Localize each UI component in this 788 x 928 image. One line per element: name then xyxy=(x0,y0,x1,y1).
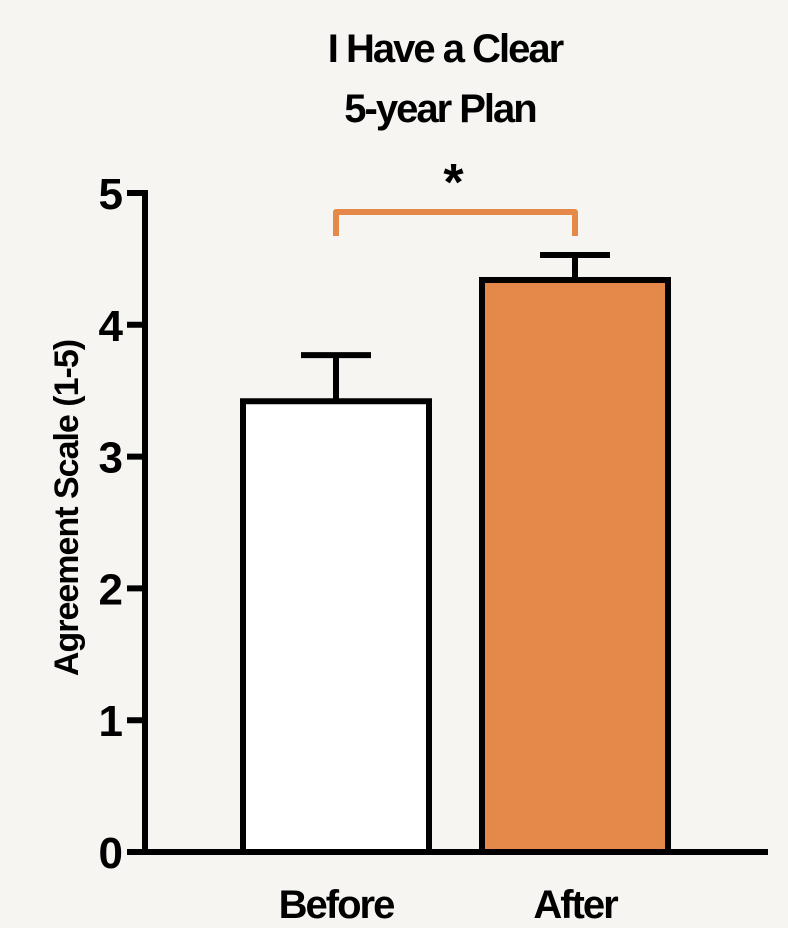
y-tick-label-3: 3 xyxy=(99,434,123,483)
x-tick-label-before: Before xyxy=(279,883,394,927)
bar-after xyxy=(479,276,671,856)
chart-title-line-2: 5-year Plan xyxy=(344,87,535,131)
chart-title-line-1: I Have a Clear xyxy=(328,27,564,71)
significance-bracket xyxy=(333,209,578,236)
chart-title: I Have a Clear 5-year Plan xyxy=(328,27,566,131)
significance-asterisk: * xyxy=(443,154,464,212)
y-tick-label-2: 2 xyxy=(99,565,123,614)
y-tick-label-1: 1 xyxy=(99,697,123,746)
x-tick-label-after: After xyxy=(533,883,618,927)
y-tick-label-4: 4 xyxy=(99,302,124,351)
y-tick-label-5: 5 xyxy=(99,170,123,219)
bar-before xyxy=(240,398,432,855)
y-axis-label: Agreement Scale (1-5) xyxy=(48,340,86,676)
y-tick-label-0: 0 xyxy=(99,829,123,878)
plot-area: Before After 0 1 2 3 4 5 * xyxy=(99,154,768,927)
